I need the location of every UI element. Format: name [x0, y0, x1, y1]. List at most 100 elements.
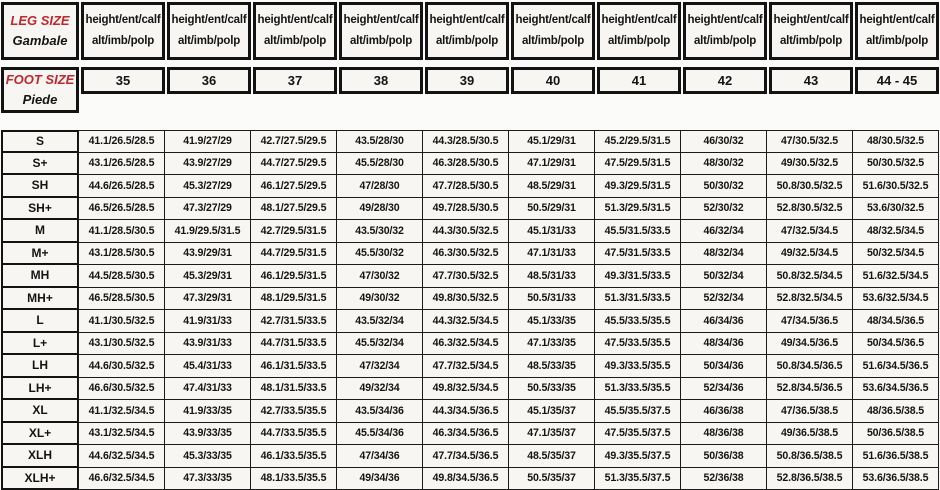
leg-column-header: height/ent/calf alt/imb/polp	[425, 2, 509, 60]
measurement-cell: 49.7/28.5/30.5	[422, 196, 509, 220]
table-row: XLH+ 46.6/32.5/34.5 47.3/33/35 48.1/33.5/35…	[1, 465, 939, 490]
measurement-cell: 46.5/28.5/30.5	[78, 286, 165, 310]
measurement-cell: 50/30/32	[680, 174, 767, 198]
measurement-cell: 44.7/27.5/29.5	[250, 151, 337, 175]
measurement-cell: 49.3/29.5/31.5	[594, 174, 681, 198]
measurement-cell: 44.3/34.5/36.5	[422, 399, 509, 423]
leg-column-header-line1: height/ent/calf	[343, 14, 419, 26]
foot-size-cell: 44 - 45	[855, 67, 939, 94]
table-row: MH 44.5/28.5/30.5 45.3/29/31 46.1/29.5/31.5…	[1, 263, 939, 288]
measurement-cell: 52/32/34	[680, 286, 767, 310]
foot-size-header-row: FOOT SIZE Piede 35 36 37 38 39 40 41 42 43 44 - 4…	[1, 67, 939, 113]
leg-column-header-line1: height/ent/calf	[171, 14, 247, 26]
measurement-cell: 48/34/36	[680, 331, 767, 355]
measurement-cell: 47.5/35.5/37.5	[594, 421, 681, 445]
measurement-cell: 42.7/31.5/33.5	[250, 309, 337, 333]
measurement-cell: 47/30.5/32.5	[766, 130, 853, 153]
measurement-cell: 47.1/31/33	[508, 241, 595, 265]
measurement-cell: 47.7/30.5/32.5	[422, 264, 509, 288]
measurement-cell: 47.1/29/31	[508, 151, 595, 175]
size-row-label: L	[1, 308, 79, 333]
measurement-cell: 47.1/33/35	[508, 331, 595, 355]
measurement-cell: 44.5/28.5/30.5	[78, 264, 165, 288]
measurement-cell: 46.6/32.5/34.5	[78, 466, 165, 490]
foot-size-cell: 42	[683, 67, 767, 94]
measurement-cell: 50.8/32.5/34.5	[766, 264, 853, 288]
measurement-cell: 43.1/32.5/34.5	[78, 421, 165, 445]
measurement-cell: 43.9/29/31	[164, 241, 251, 265]
measurement-cell: 48/30.5/32.5	[852, 130, 939, 153]
leg-column-header-line2: alt/imb/polp	[177, 35, 241, 47]
measurement-cell: 51.6/34.5/36.5	[852, 354, 939, 378]
measurement-cell: 44.3/32.5/34.5	[422, 309, 509, 333]
measurement-cell: 49.8/30.5/32.5	[422, 286, 509, 310]
leg-column-header: height/ent/calf alt/imb/polp	[167, 2, 251, 60]
leg-column-header-line2: alt/imb/polp	[779, 35, 843, 47]
measurement-cell: 41.1/32.5/34.5	[78, 399, 165, 423]
measurement-cell: 43.9/31/33	[164, 331, 251, 355]
measurement-cell: 43.5/32/34	[336, 309, 423, 333]
foot-size-cell: 37	[253, 67, 337, 94]
table-row: XL 41.1/32.5/34.5 41.9/33/35 42.7/33.5/35.5…	[1, 398, 939, 423]
measurement-cell: 48.1/31.5/33.5	[250, 376, 337, 400]
measurement-cell: 47.7/34.5/36.5	[422, 444, 509, 468]
measurement-cell: 44.7/33.5/35.5	[250, 421, 337, 445]
measurement-cell: 51.3/31.5/33.5	[594, 286, 681, 310]
measurement-cell: 46.3/30.5/32.5	[422, 241, 509, 265]
measurement-cell: 46.1/33.5/35.5	[250, 444, 337, 468]
measurement-cell: 53.6/32.5/34.5	[852, 286, 939, 310]
measurement-cell: 41.1/30.5/32.5	[78, 309, 165, 333]
measurement-cell: 45.1/33/35	[508, 309, 595, 333]
table-row: XL+ 43.1/32.5/34.5 43.9/33/35 44.7/33.5/35.…	[1, 420, 939, 445]
size-row-label: XL+	[1, 420, 79, 445]
table-row: L+ 43.1/30.5/32.5 43.9/31/33 44.7/31.5/33.5…	[1, 330, 939, 355]
measurement-cell: 50/34/36	[680, 354, 767, 378]
leg-column-header-line1: height/ent/calf	[515, 14, 591, 26]
measurement-cell: 51.3/35.5/37.5	[594, 466, 681, 490]
table-row: S+ 43.1/26.5/28.5 43.9/27/29 44.7/27.5/29.5…	[1, 150, 939, 175]
measurement-cell: 49/32/34	[336, 376, 423, 400]
size-row-label: LH+	[1, 375, 79, 400]
table-row: MH+ 46.5/28.5/30.5 47.3/29/31 48.1/29.5/31.…	[1, 285, 939, 310]
measurement-cell: 47.5/33.5/35.5	[594, 331, 681, 355]
measurement-cell: 50.5/31/33	[508, 286, 595, 310]
table-row: M+ 43.1/28.5/30.5 43.9/29/31 44.7/29.5/31.5…	[1, 240, 939, 265]
measurement-cell: 45.5/32/34	[336, 331, 423, 355]
measurement-cell: 45.1/35/37	[508, 399, 595, 423]
measurements-table: S 41.1/26.5/28.5 41.9/27/29 42.7/27.5/29.5 4…	[1, 130, 939, 490]
measurement-cell: 48/34.5/36.5	[852, 309, 939, 333]
measurement-cell: 52/30/32	[680, 196, 767, 220]
leg-column-header-line1: height/ent/calf	[687, 14, 763, 26]
measurement-cell: 50.8/36.5/38.5	[766, 444, 853, 468]
size-row-label: MH	[1, 263, 79, 288]
measurement-cell: 47/32.5/34.5	[766, 219, 853, 243]
leg-column-header: height/ent/calf alt/imb/polp	[597, 2, 681, 60]
measurement-cell: 48/36.5/38.5	[852, 399, 939, 423]
measurement-cell: 50.8/34.5/36.5	[766, 354, 853, 378]
measurement-cell: 46.3/32.5/34.5	[422, 331, 509, 355]
measurement-cell: 43.5/34/36	[336, 399, 423, 423]
leg-column-header-line2: alt/imb/polp	[865, 35, 929, 47]
leg-size-title: LEG SIZE	[10, 13, 70, 28]
measurement-cell: 51.3/29.5/31.5	[594, 196, 681, 220]
measurement-cell: 43.1/30.5/32.5	[78, 331, 165, 355]
measurement-cell: 46/36/38	[680, 399, 767, 423]
measurement-cell: 45.4/31/33	[164, 354, 251, 378]
measurement-cell: 44.6/32.5/34.5	[78, 444, 165, 468]
measurement-cell: 52.8/36.5/38.5	[766, 466, 853, 490]
measurement-cell: 45.5/33.5/35.5	[594, 309, 681, 333]
table-row: SH+ 46.5/26.5/28.5 47.3/27/29 48.1/27.5/29.…	[1, 195, 939, 220]
foot-size-cell: 40	[511, 67, 595, 94]
measurement-cell: 41.9/29.5/31.5	[164, 219, 251, 243]
measurement-cell: 50.5/33/35	[508, 376, 595, 400]
leg-size-subtitle: Gambale	[12, 33, 68, 48]
measurement-cell: 52.8/32.5/34.5	[766, 286, 853, 310]
measurement-cell: 41.9/31/33	[164, 309, 251, 333]
size-row-label: MH+	[1, 285, 79, 310]
size-row-label: S+	[1, 150, 79, 175]
measurement-cell: 50/34.5/36.5	[852, 331, 939, 355]
measurement-cell: 46.3/28.5/30.5	[422, 151, 509, 175]
measurement-cell: 45.1/31/33	[508, 219, 595, 243]
measurement-cell: 49.3/33.5/35.5	[594, 354, 681, 378]
